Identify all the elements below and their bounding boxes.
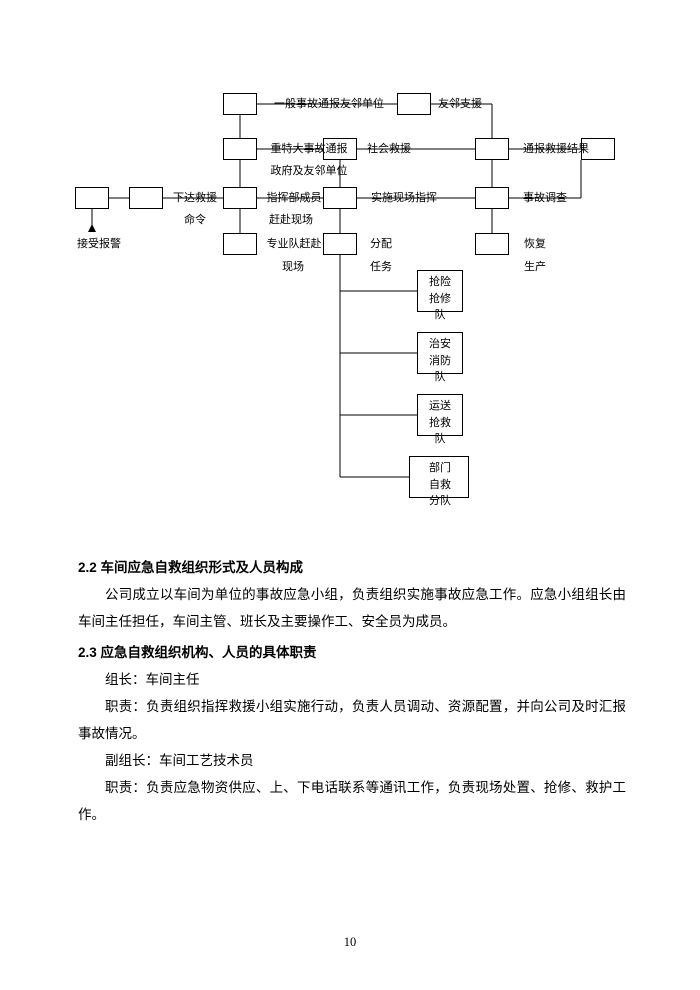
flowchart-label: 通报救援结果: [511, 142, 601, 157]
flowchart-label: 赶赴现场: [263, 213, 319, 228]
flowchart-label: 恢复: [515, 237, 555, 252]
flowchart-team-label: 部门自救分队: [422, 460, 458, 510]
flowchart-label: 指挥部成员: [259, 191, 329, 206]
section-2-3-p4: 职责：负责应急物资供应、上、下电话联系等通讯工作，负责现场处置、抢修、救护工作。: [78, 774, 626, 828]
section-2-3-p3: 副组长：车间工艺技术员: [78, 747, 626, 774]
flowchart-box: [75, 187, 109, 209]
flowchart-label: 友邻支援: [430, 97, 490, 112]
flowchart-label: 分配: [361, 237, 401, 252]
flowchart-label: 现场: [273, 260, 313, 275]
emergency-flowchart: 一般事故通报友邻单位 友邻支援重特大事故通报政府及友邻单位社会救援 通报救援结果下达…: [75, 75, 645, 535]
section-2-2-heading: 2.2 车间应急自救组织形式及人员构成: [78, 554, 626, 581]
flowchart-box: [475, 187, 509, 209]
flowchart-label: 命令: [175, 213, 215, 228]
flowchart-label: 一般事故通报友邻单位: [259, 97, 399, 112]
flowchart-box: [223, 233, 257, 255]
flowchart-label: 事故调查: [515, 191, 575, 206]
flowchart-label: 社会救援: [359, 142, 419, 157]
flowchart-box: [129, 187, 163, 209]
flowchart-team-label: 抢险抢修队: [426, 274, 454, 324]
flowchart-label: 重特大事故通报: [259, 142, 359, 157]
flowchart-label: 专业队赶赴: [259, 237, 329, 252]
section-2-3-p1: 组长：车间主任: [78, 666, 626, 693]
section-2-2-p1: 公司成立以车间为单位的事故应急小组，负责组织实施事故应急工作。应急小组组长由车间…: [78, 581, 626, 635]
flowchart-box: [223, 138, 257, 160]
flowchart-label: 政府及友邻单位: [259, 164, 359, 179]
flowchart-label: 实施现场指挥: [359, 191, 449, 206]
flowchart-box: [475, 233, 509, 255]
flowchart-box: [475, 138, 509, 160]
flowchart-team-label: 治安消防队: [426, 336, 454, 386]
flowchart-label: 接受报警: [69, 237, 129, 252]
flowchart-label: 下达救援: [167, 191, 223, 206]
flowchart-box: [397, 93, 431, 115]
flowchart-box: [223, 187, 257, 209]
page-number: 10: [0, 935, 700, 950]
flowchart-label: 任务: [361, 260, 401, 275]
flowchart-label: 生产: [515, 260, 555, 275]
flowchart-box: [223, 93, 257, 115]
section-2-3-heading: 2.3 应急自救组织机构、人员的具体职责: [78, 639, 626, 666]
arrow-up-icon: [88, 224, 96, 232]
flowchart-team-label: 运送抢救队: [426, 398, 454, 448]
section-2-3-p2: 职责：负责组织指挥救援小组实施行动，负责人员调动、资源配置，并向公司及时汇报事故…: [78, 693, 626, 747]
document-body: 2.2 车间应急自救组织形式及人员构成 公司成立以车间为单位的事故应急小组，负责…: [78, 550, 626, 828]
